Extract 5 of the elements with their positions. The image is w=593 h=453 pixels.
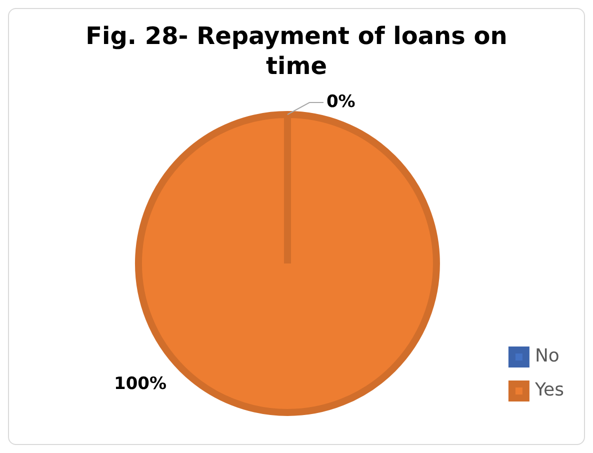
legend-label: No	[534, 346, 560, 367]
text: 0%	[326, 92, 356, 112]
data-label: 100%	[114, 374, 167, 394]
legend-label: Yes	[534, 380, 564, 401]
chart-title: Fig. 28- Repayment of loans on time	[84, 21, 508, 81]
